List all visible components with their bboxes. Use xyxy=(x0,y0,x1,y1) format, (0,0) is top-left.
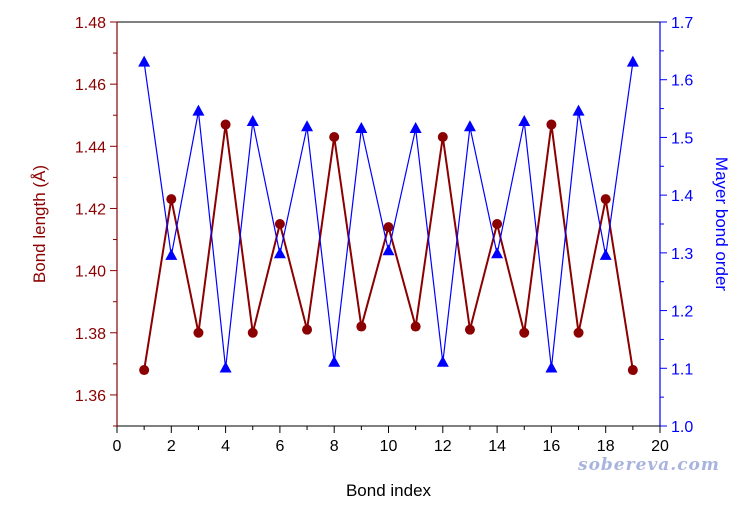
y-right-tick-label: 1.6 xyxy=(671,73,693,90)
x-tick-label: 14 xyxy=(488,438,506,455)
bond-length-point xyxy=(410,321,421,332)
y-right-tick-label: 1.3 xyxy=(671,246,693,263)
bond-length-point xyxy=(437,131,448,142)
watermark: sobereva.com xyxy=(577,455,720,475)
bond-order-point xyxy=(355,121,368,133)
series-line-bond-order xyxy=(143,62,634,369)
bond-order-point xyxy=(572,104,585,116)
bond-length-point xyxy=(383,222,394,233)
bond-length-point xyxy=(519,327,530,338)
x-tick-label: 10 xyxy=(380,438,398,455)
y-left-tick-label: 1.40 xyxy=(75,264,106,281)
y-right-tick-label: 1.7 xyxy=(671,15,693,32)
y-right-tick-label: 1.2 xyxy=(671,304,693,321)
bond-length-point xyxy=(464,324,475,335)
bond-length-point xyxy=(600,194,611,205)
axes-layer: 0 2 4 6 8 10 12 14 16 18 20 1.36 1.38 1.40 1.42 1.44 1.4… xyxy=(30,15,731,500)
y-left-tick-label: 1.36 xyxy=(75,388,106,405)
bond-length-point xyxy=(193,327,204,338)
bond-order-point xyxy=(246,115,259,127)
bond-order-point xyxy=(219,361,232,373)
y-right-axis-title: Mayer bond order xyxy=(712,157,731,292)
bond-length-point xyxy=(627,365,638,376)
bond-order-point xyxy=(626,55,639,67)
bond-order-point xyxy=(599,248,612,260)
bond-order-point xyxy=(328,355,341,367)
y-left-tick-label: 1.42 xyxy=(75,201,106,218)
bond-order-point xyxy=(138,55,151,67)
x-tick-label: 2 xyxy=(167,438,176,455)
x-tick-label: 16 xyxy=(543,438,561,455)
series-layer xyxy=(138,55,639,376)
x-tick-label: 4 xyxy=(221,438,230,455)
bond-order-point xyxy=(409,121,422,133)
bond-length-point xyxy=(546,119,557,130)
y-left-tick-label: 1.48 xyxy=(75,15,106,32)
bond-length-point xyxy=(274,219,285,229)
bond-order-point xyxy=(165,248,178,260)
bond-length-point xyxy=(356,321,367,332)
x-tick-label: 20 xyxy=(651,438,669,455)
x-tick-label: 8 xyxy=(330,438,339,455)
y-left-tick-label: 1.46 xyxy=(75,77,106,94)
bond-length-point xyxy=(247,327,258,338)
bond-order-point xyxy=(382,244,395,256)
bond-length-point xyxy=(166,194,177,205)
bond-order-point xyxy=(301,120,314,132)
y-right-tick-label: 1.5 xyxy=(671,130,693,147)
bond-order-point xyxy=(545,361,558,373)
x-axis-title: Bond index xyxy=(346,481,432,500)
y-right-tick-label: 1.4 xyxy=(671,188,693,205)
y-right-tick-label: 1.0 xyxy=(671,419,693,436)
bond-order-point xyxy=(491,247,504,259)
bond-length-point xyxy=(492,219,503,229)
bond-length-point xyxy=(573,327,584,338)
bond-length-point xyxy=(139,365,150,376)
bond-order-point xyxy=(436,355,449,367)
x-tick-label: 12 xyxy=(434,438,452,455)
bond-order-point xyxy=(463,120,476,132)
bond-order-point xyxy=(518,115,531,127)
x-tick-label: 18 xyxy=(597,438,615,455)
bond-length-point xyxy=(329,131,340,142)
bond-order-point xyxy=(273,247,286,259)
bond-length-point xyxy=(302,324,313,335)
y-left-tick-label: 1.38 xyxy=(75,326,106,343)
y-left-tick-label: 1.44 xyxy=(75,139,106,156)
x-tick-label: 6 xyxy=(275,438,284,455)
bond-length-point xyxy=(220,119,231,130)
y-left-axis-title: Bond length (Å) xyxy=(30,165,49,283)
x-tick-label: 0 xyxy=(113,438,122,455)
y-right-tick-label: 1.1 xyxy=(671,361,693,378)
bond-order-point xyxy=(192,104,205,116)
